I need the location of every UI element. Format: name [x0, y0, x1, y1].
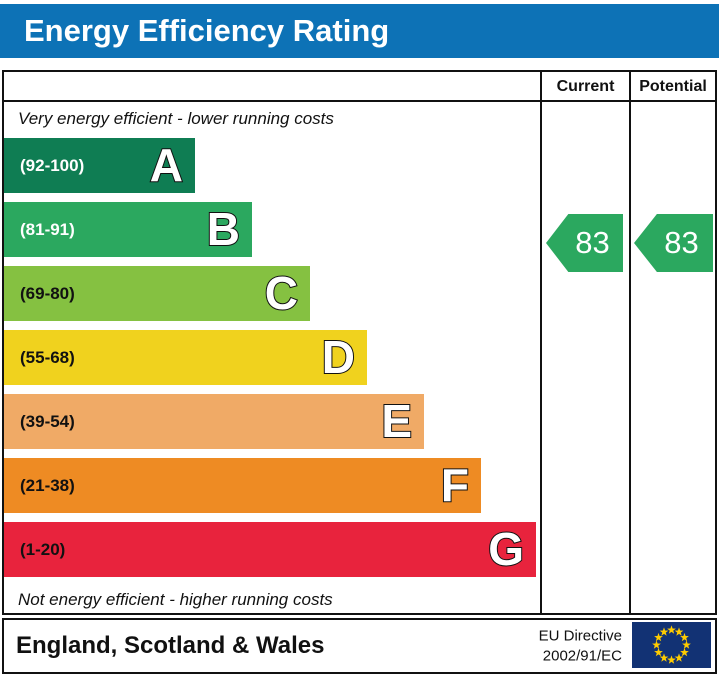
- eu-directive-label: EU Directive 2002/91/EC: [539, 627, 622, 666]
- band-range-label: (1-20): [20, 539, 66, 559]
- title-bar: Energy Efficiency Rating: [0, 4, 719, 58]
- table-header: Current Potential: [4, 72, 715, 102]
- band-range-label: (21-38): [20, 475, 75, 495]
- eu-directive-line2: 2002/91/EC: [542, 647, 622, 664]
- potential-rating-arrow: 83: [634, 214, 713, 272]
- band-F: (21-38) F: [4, 458, 481, 513]
- table-body: Very energy efficient - lower running co…: [4, 104, 715, 613]
- band-letter: A: [149, 138, 184, 192]
- band-D: (55-68) D: [4, 330, 367, 385]
- band-letter: G: [487, 522, 525, 576]
- page-title: Energy Efficiency Rating: [24, 13, 390, 48]
- band-range-label: (69-80): [20, 283, 75, 303]
- column-divider: [629, 72, 631, 613]
- column-divider: [540, 72, 542, 613]
- eu-flag-icon: [632, 622, 711, 668]
- rating-table: Current Potential Very energy efficient …: [2, 70, 717, 615]
- band-E: (39-54) E: [4, 394, 424, 449]
- band-range-label: (39-54): [20, 411, 75, 431]
- band-G: (1-20) G: [4, 522, 536, 577]
- eu-directive-line1: EU Directive: [538, 627, 622, 645]
- band-range-label: (55-68): [20, 347, 75, 367]
- footer: England, Scotland & Wales EU Directive 2…: [2, 618, 717, 674]
- band-B: (81-91) B: [4, 202, 252, 257]
- band-letter: F: [440, 458, 470, 512]
- current-rating-arrow: 83: [546, 214, 623, 272]
- band-letter: D: [321, 330, 356, 384]
- band-letter: B: [206, 202, 241, 256]
- band-C: (69-80) C: [4, 266, 310, 321]
- bottom-note: Not energy efficient - higher running co…: [18, 590, 333, 609]
- potential-column-header: Potential: [639, 78, 707, 95]
- band-letter: C: [264, 266, 299, 320]
- bands-container: (92-100) A (81-91) B (69-80) C (55-68) D (39-54)…: [4, 138, 536, 586]
- top-note: Very energy efficient - lower running co…: [18, 109, 334, 128]
- region-label: England, Scotland & Wales: [16, 632, 325, 659]
- band-range-label: (92-100): [20, 155, 85, 175]
- band-letter: E: [380, 394, 413, 448]
- band-range-label: (81-91): [20, 219, 75, 239]
- current-column-header: Current: [556, 78, 615, 95]
- band-A: (92-100) A: [4, 138, 195, 193]
